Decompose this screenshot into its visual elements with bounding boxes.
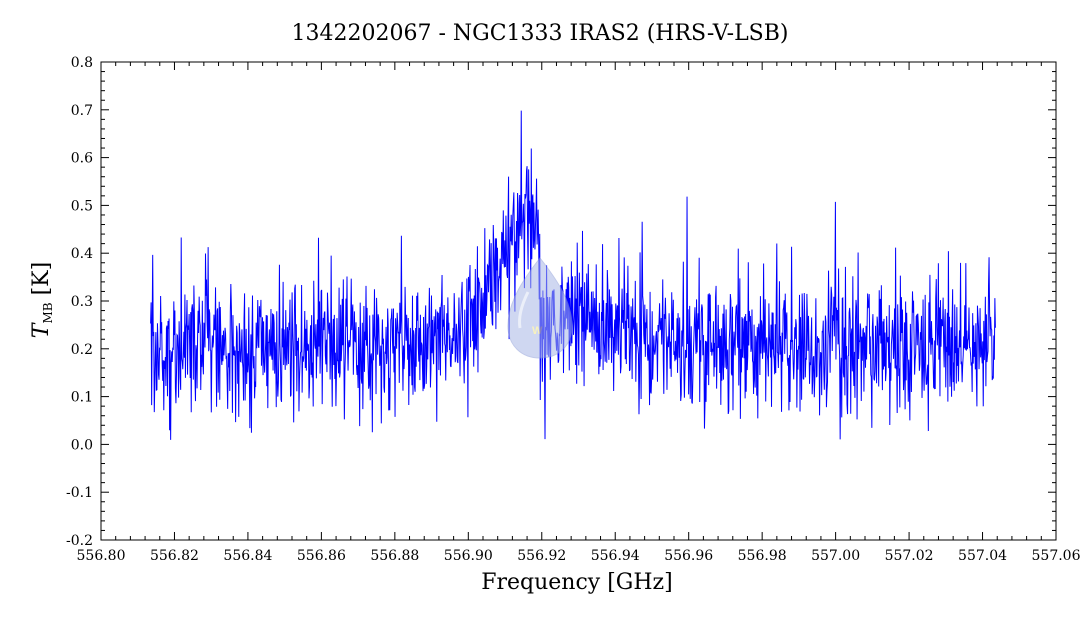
y-tick-label: -0.2: [66, 533, 93, 549]
y-axis-label-sub: MB: [41, 302, 55, 323]
x-axis-label: Frequency [GHz]: [481, 570, 673, 595]
y-axis-label: TMB [K]: [29, 262, 55, 338]
x-tick-label: 556.92: [517, 548, 566, 564]
svg-text:W: W: [532, 325, 543, 337]
y-tick-label: 0.7: [71, 103, 93, 119]
y-tick-label: 0.6: [71, 151, 93, 167]
x-tick-label: 557.04: [958, 548, 1007, 564]
y-tick-label: -0.1: [66, 485, 93, 501]
y-tick-label: 0.4: [71, 246, 93, 262]
x-tick-label: 556.82: [150, 548, 199, 564]
y-tick-label: 0.2: [71, 342, 93, 358]
x-tick-label: 556.96: [664, 548, 713, 564]
x-tick-label: 556.90: [444, 548, 493, 564]
y-tick-label: 0.1: [71, 390, 93, 406]
chart-title: 1342202067 - NGC1333 IRAS2 (HRS-V-LSB): [291, 21, 788, 46]
x-tick-label: 557.00: [811, 548, 860, 564]
y-axis-label-unit: [K]: [29, 262, 54, 296]
x-tick-label: 556.84: [223, 548, 272, 564]
svg-text:TMB [K]: TMB [K]: [29, 262, 55, 338]
x-tick-label: 556.88: [370, 548, 419, 564]
y-tick-label: 0.5: [71, 198, 93, 214]
y-tick-label: 0.8: [71, 55, 93, 71]
watermark-drop-logo: W: [507, 257, 573, 359]
spectrum-line: [150, 110, 996, 440]
x-tick-label: 557.02: [885, 548, 934, 564]
x-tick-label: 556.80: [77, 548, 126, 564]
axis-ticks: 556.80 556.82 556.84 556.86 556.88 556.90 556.…: [66, 55, 1080, 564]
x-tick-label: 556.86: [297, 548, 346, 564]
x-tick-label: 556.94: [591, 548, 640, 564]
y-axis-label-main: T: [29, 321, 54, 338]
y-tick-label: 0.3: [71, 294, 93, 310]
spectrum-series: [150, 110, 996, 440]
y-tick-label: 0.0: [71, 437, 93, 453]
x-tick-label: 557.06: [1032, 548, 1080, 564]
x-tick-label: 556.98: [738, 548, 787, 564]
